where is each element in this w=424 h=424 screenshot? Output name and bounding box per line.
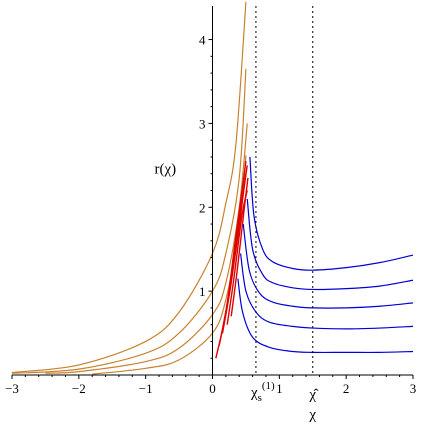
orange-curve-1 xyxy=(11,1,247,374)
chi-hat-annotation: χ̂ xyxy=(308,387,319,403)
red-curve-9 xyxy=(230,177,249,317)
x-tick-label: 2 xyxy=(343,381,350,396)
y-tick-label: 3 xyxy=(199,116,206,131)
blue-curve-12 xyxy=(242,223,414,309)
chi-s-superscript: (1) xyxy=(262,380,275,392)
x-tick-label: −1 xyxy=(139,381,153,396)
y-tick-label: 4 xyxy=(199,33,206,48)
x-tick-label: 3 xyxy=(410,381,417,396)
x-tick-label: −3 xyxy=(5,381,19,396)
labels: r(χ) χ χs(1) χ̂ xyxy=(155,162,320,423)
reference-lines xyxy=(255,6,314,375)
chi-s-annotation: χs(1) xyxy=(250,380,275,404)
x-axis-label: χ xyxy=(308,407,316,423)
x-tick-label: 1 xyxy=(276,381,283,396)
chi-s-base: χ xyxy=(250,385,258,401)
y-tick-label: 2 xyxy=(199,200,206,215)
blue-curve-14 xyxy=(237,278,414,354)
blue-curve-13 xyxy=(239,253,414,330)
blue-curve-10 xyxy=(249,156,414,271)
x-tick-label: 0 xyxy=(209,381,216,396)
series-layer xyxy=(11,1,414,375)
orange-curve-3 xyxy=(45,123,248,374)
orange-curve-2 xyxy=(11,68,247,374)
blue-curve-11 xyxy=(246,198,414,291)
chi-s-subscript: s xyxy=(258,392,262,404)
red-curve-7 xyxy=(221,173,247,334)
ticks: −3 −2 −1 0 1 2 3 1 2 3 4 xyxy=(5,33,416,396)
x-tick-label: −2 xyxy=(72,381,86,396)
y-axis-label: r(χ) xyxy=(155,162,177,178)
y-tick-label: 1 xyxy=(199,284,206,299)
